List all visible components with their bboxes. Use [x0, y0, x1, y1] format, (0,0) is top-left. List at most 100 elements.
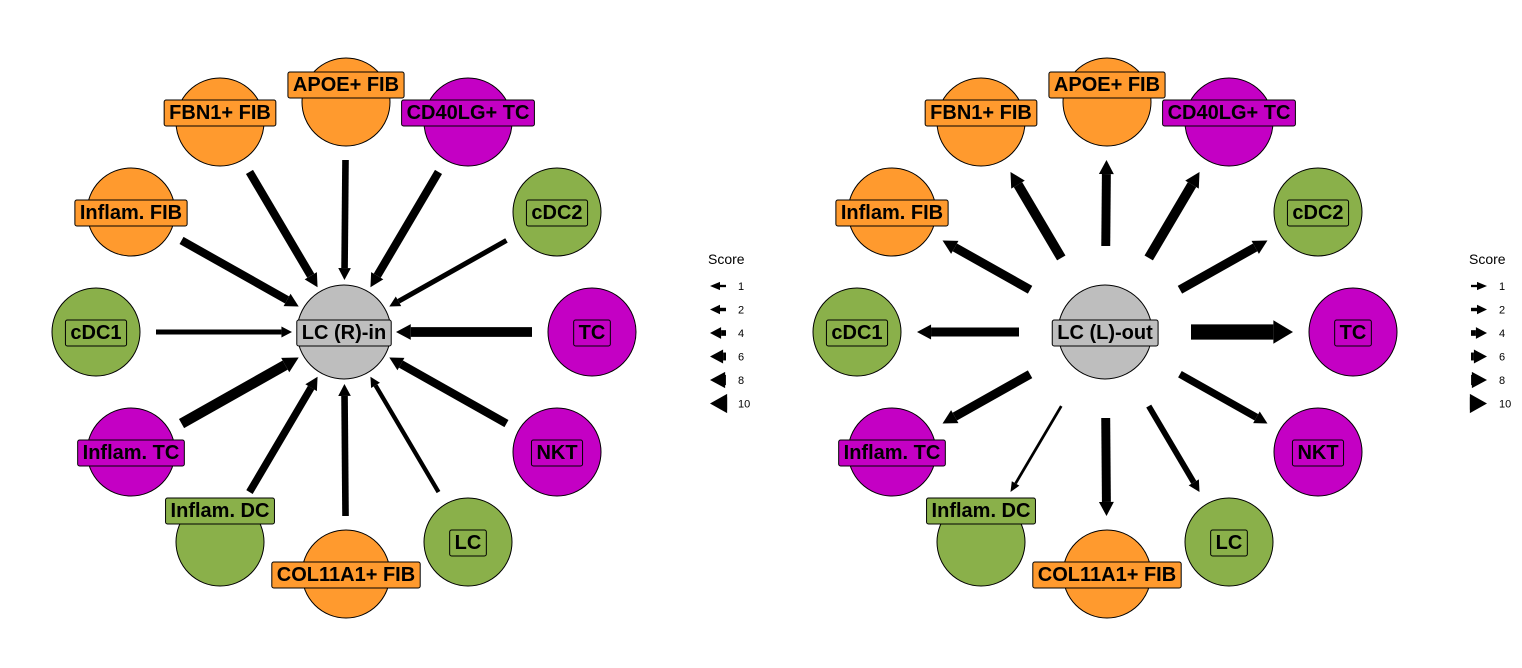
node-inflam-dc-label-box	[926, 497, 1036, 525]
node-inflam-tc-label: Inflam. TC	[83, 442, 180, 464]
node-nkt-tag: NKT	[1291, 439, 1345, 467]
legend-tick-label: 1	[738, 281, 744, 293]
legend-arrow-4-head	[710, 327, 722, 339]
node-cdc1-label: cDC1	[831, 322, 882, 344]
node-col11a1-fib-label-box	[1032, 561, 1182, 589]
legend-arrow-1	[1471, 281, 1487, 291]
node-inflam-dc-tag: Inflam. DC	[165, 497, 275, 525]
legend-arrow-1	[710, 281, 726, 291]
node-nkt-label-box	[530, 439, 584, 467]
node-inflam-fib-label: Inflam. FIB	[80, 202, 182, 224]
node-col11a1-fib-tag: COL11A1+ FIB	[1032, 561, 1182, 589]
arrow-inflam-dc-head	[1010, 481, 1020, 493]
arrow-fbn1-fib-head	[304, 272, 318, 288]
node-cdc2-label-box	[1286, 199, 1350, 227]
arrow-tc-head	[1273, 320, 1293, 344]
legend-arrow-8	[1471, 371, 1487, 389]
node-cd40lg-tc-label: CD40LG+ TC	[407, 102, 530, 124]
arrow-apoe-fib-head	[338, 267, 351, 281]
arrow-inflam-fib	[179, 236, 299, 307]
arrow-cdc1-head	[281, 326, 292, 338]
legend-arrow-4	[1471, 327, 1487, 339]
node-apoe-fib-circle	[301, 57, 391, 147]
node-cdc1-label-box	[825, 319, 889, 347]
node-cd40lg-tc-tag: CD40LG+ TC	[401, 99, 535, 127]
arrow-inflam-tc-head	[281, 357, 299, 373]
node-tc-tag: TC	[1334, 319, 1372, 347]
node-apoe-fib-tag: APOE+ FIB	[1048, 71, 1166, 99]
legend-tick-label: 4	[738, 328, 744, 340]
legend-tick-label: 10	[1499, 399, 1511, 411]
legend-arrow-10	[710, 393, 728, 414]
arrow-cdc2-head	[389, 296, 402, 307]
arrow-apoe-fib-shaft	[341, 159, 349, 269]
node-inflam-dc-label: Inflam. DC	[932, 500, 1031, 522]
legend-arrow-6-head	[710, 349, 724, 364]
node-inflam-dc-label-box	[165, 497, 275, 525]
arrow-cd40lg-tc-shaft	[1144, 182, 1197, 261]
legend-tick-label: 10	[738, 399, 750, 411]
node-cd40lg-tc-label-box	[401, 99, 535, 127]
node-col11a1-fib-label: COL11A1+ FIB	[277, 564, 415, 586]
node-inflam-fib-label-box	[835, 199, 949, 227]
arrow-inflam-tc	[942, 370, 1033, 424]
arrow-tc	[396, 324, 532, 340]
arrow-cdc1-head	[917, 324, 932, 340]
arrow-nkt-head	[389, 357, 405, 371]
legend-left: Score 1 2 4 6 8 10	[708, 251, 750, 414]
legend-tick-label: 6	[1499, 352, 1505, 364]
arrow-inflam-tc-shaft	[952, 370, 1033, 421]
arrow-inflam-dc-head	[305, 376, 318, 392]
arrow-lc-head	[1188, 479, 1200, 493]
arrow-nkt	[389, 357, 509, 428]
node-tc-label: TC	[579, 322, 606, 344]
legend-arrow-2	[1471, 304, 1487, 315]
arrow-apoe-fib-shaft	[1101, 174, 1111, 247]
arrow-fbn1-fib-head	[1010, 171, 1025, 189]
arrow-lc	[1146, 404, 1200, 493]
arrow-nkt-head	[1253, 411, 1268, 424]
node-cd40lg-tc-label-box	[1162, 99, 1296, 127]
arrow-inflam-dc-shaft	[246, 385, 315, 494]
arrow-cdc2	[389, 238, 508, 307]
legend-tick-label: 4	[1499, 328, 1505, 340]
arrow-col11a1-fib-head	[1098, 501, 1114, 517]
node-nkt-label-box	[1291, 439, 1345, 467]
node-fbn1-fib-label: FBN1+ FIB	[169, 102, 271, 124]
node-lc-label-box	[1210, 529, 1248, 557]
node-nkt-label: NKT	[536, 442, 577, 464]
arrow-cdc2-shaft	[397, 238, 508, 304]
legend-arrow-1-head	[1477, 281, 1487, 291]
legend-arrow-6-head	[1473, 349, 1487, 364]
legend-arrow-4	[710, 327, 726, 339]
arrow-inflam-fib-shaft	[179, 236, 290, 304]
arrow-inflam-dc	[1010, 405, 1063, 493]
arrow-lc-shaft	[373, 384, 441, 494]
node-lc-label: LC	[455, 532, 482, 554]
node-inflam-fib-label-box	[74, 199, 188, 227]
arrow-cd40lg-tc	[370, 169, 443, 288]
node-col11a1-fib-label-box	[271, 561, 421, 589]
arrow-cdc2-head	[1251, 240, 1268, 254]
legend-arrow-8-head	[710, 371, 726, 389]
arrow-cd40lg-tc-head	[1185, 171, 1200, 189]
arrow-nkt-shaft	[1178, 370, 1259, 421]
node-cdc1-label-box	[64, 319, 128, 347]
legend-tick-label: 1	[1499, 281, 1505, 293]
node-apoe-fib	[1062, 57, 1152, 147]
arrow-cdc1	[917, 324, 1019, 340]
legend-arrow-2-head	[1477, 304, 1487, 315]
node-inflam-tc-tag: Inflam. TC	[838, 439, 946, 467]
node-apoe-fib	[301, 57, 391, 147]
node-apoe-fib-label-box	[1048, 71, 1166, 99]
node-fbn1-fib-label: FBN1+ FIB	[930, 102, 1032, 124]
legend-title: Score	[708, 251, 745, 267]
center-node-label: LC (R)-in	[302, 322, 386, 344]
arrow-fbn1-fib	[1010, 171, 1066, 261]
center-node-label-box	[296, 319, 392, 347]
panel-right: APOE+ FIB CD40LG+ TC cDC2 TC NKT LC COL11A1+ F…	[812, 57, 1398, 619]
node-lc-tag: LC	[449, 529, 487, 557]
arrow-col11a1-fib-head	[338, 383, 351, 397]
arrow-tc	[1191, 320, 1293, 344]
legend-arrow-6	[710, 349, 726, 364]
